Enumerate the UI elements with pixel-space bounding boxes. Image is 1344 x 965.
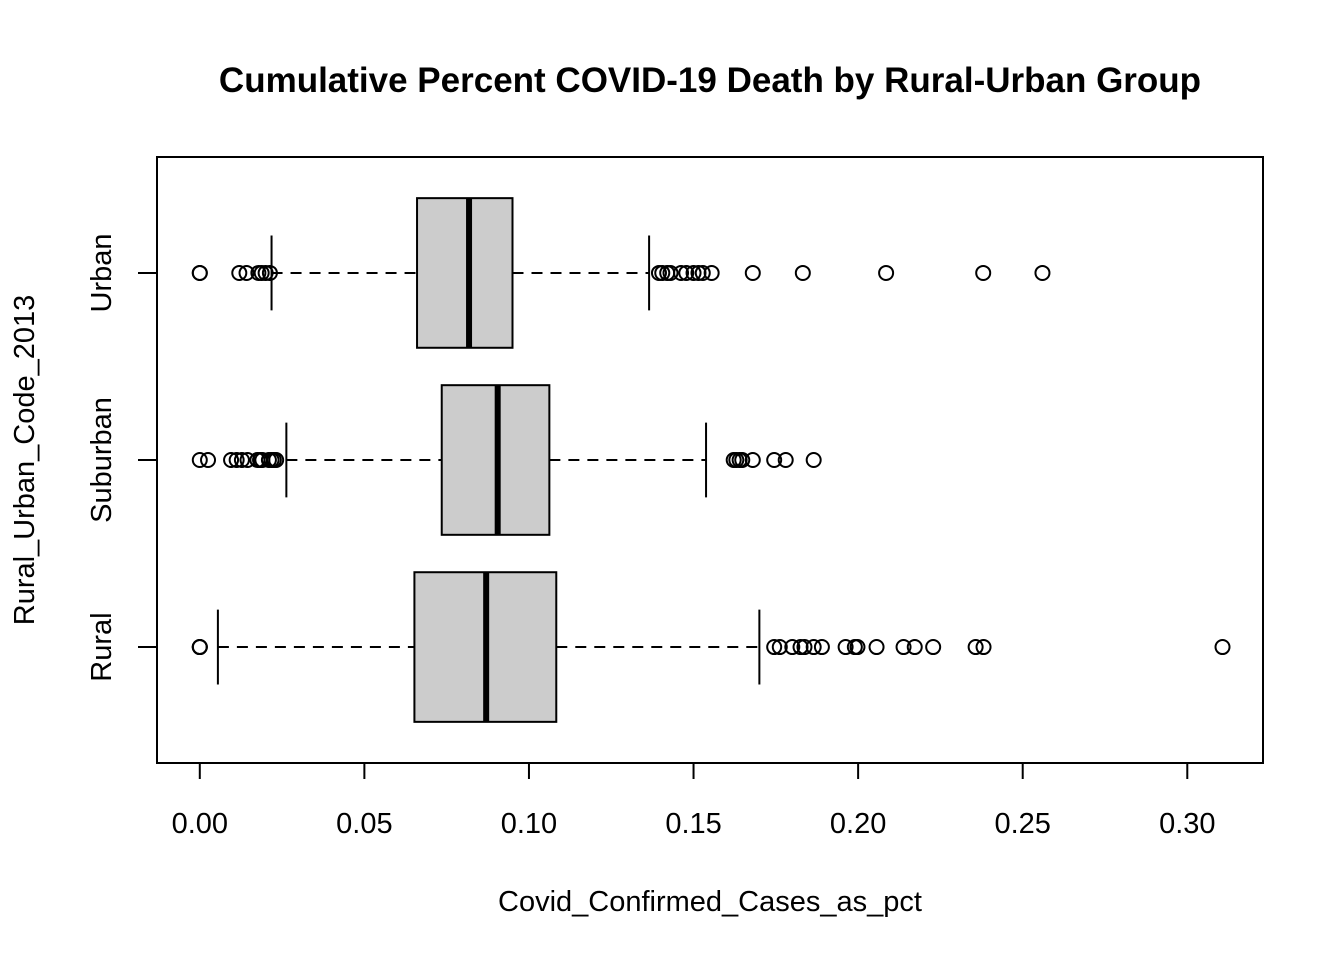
- x-axis: 0.00 0.05 0.10 0.15 0.20 0.25 0.30: [172, 762, 1216, 840]
- outlier-point: [771, 639, 788, 656]
- outlier-point: [673, 264, 690, 281]
- outlier-point: [223, 452, 240, 468]
- outlier-point: [837, 639, 854, 656]
- outlier-point: [253, 264, 270, 281]
- outlier-point: [849, 639, 866, 656]
- x-tick-label: 0.10: [501, 808, 557, 840]
- outlier-point: [191, 639, 208, 656]
- plot-frame: [156, 156, 1264, 764]
- y-tick-label: Rural: [86, 612, 118, 681]
- y-tick-label: Suburban: [86, 397, 118, 523]
- outlier-point: [777, 452, 794, 468]
- outlier-point: [868, 639, 885, 656]
- outlier-point: [1214, 639, 1231, 656]
- y-axis: Rural Suburban Urban: [86, 233, 158, 682]
- x-axis-label: Covid_Confirmed_Cases_as_pct: [498, 886, 922, 918]
- outlier-point: [794, 264, 811, 281]
- outlier-point: [268, 452, 285, 468]
- outlier-point: [906, 639, 923, 656]
- outlier-point: [895, 639, 912, 656]
- x-tick-label: 0.05: [336, 808, 392, 840]
- x-tick-label: 0.00: [172, 808, 228, 840]
- outlier-point: [200, 452, 217, 468]
- outlier-point: [975, 639, 992, 656]
- box-iqr: [416, 197, 514, 349]
- outlier-point: [662, 264, 679, 281]
- outlier-point: [813, 639, 830, 656]
- chart-title: Cumulative Percent COVID-19 Death by Rur…: [219, 61, 1201, 100]
- outlier-point: [228, 452, 245, 468]
- outlier-point: [694, 264, 711, 281]
- outlier-point: [261, 264, 278, 281]
- y-axis-label: Rural_Urban_Code_2013: [9, 295, 41, 626]
- box-group-rural: [191, 571, 1231, 723]
- outlier-point: [257, 264, 274, 281]
- outlier-point: [805, 452, 822, 468]
- outlier-point: [238, 264, 255, 281]
- outlier-point: [191, 264, 208, 281]
- x-tick-label: 0.25: [994, 808, 1050, 840]
- x-tick-label: 0.20: [830, 808, 886, 840]
- outlier-point: [766, 452, 783, 468]
- outlier-point: [734, 452, 751, 468]
- outlier-point: [796, 639, 813, 656]
- outlier-point: [975, 264, 992, 281]
- box-group-suburban: [191, 384, 822, 536]
- outlier-point: [703, 264, 720, 281]
- outlier-point: [805, 639, 822, 656]
- y-tick-label: Urban: [86, 233, 118, 312]
- outlier-point: [878, 264, 895, 281]
- outlier-point: [784, 639, 801, 656]
- boxes: [191, 197, 1231, 723]
- x-tick-label: 0.30: [1159, 808, 1215, 840]
- outlier-point: [766, 639, 783, 656]
- outlier-point: [925, 639, 942, 656]
- outlier-point: [967, 639, 984, 656]
- outlier-point: [678, 264, 695, 281]
- outlier-point: [233, 452, 250, 468]
- outlier-point: [685, 264, 702, 281]
- outlier-point: [1034, 264, 1051, 281]
- box-group-urban: [191, 197, 1051, 349]
- outlier-point: [231, 264, 248, 281]
- outlier-point: [191, 452, 208, 468]
- outlier-point: [744, 264, 761, 281]
- outlier-point: [744, 452, 761, 468]
- outlier-point: [654, 264, 671, 281]
- x-tick-label: 0.15: [665, 808, 721, 840]
